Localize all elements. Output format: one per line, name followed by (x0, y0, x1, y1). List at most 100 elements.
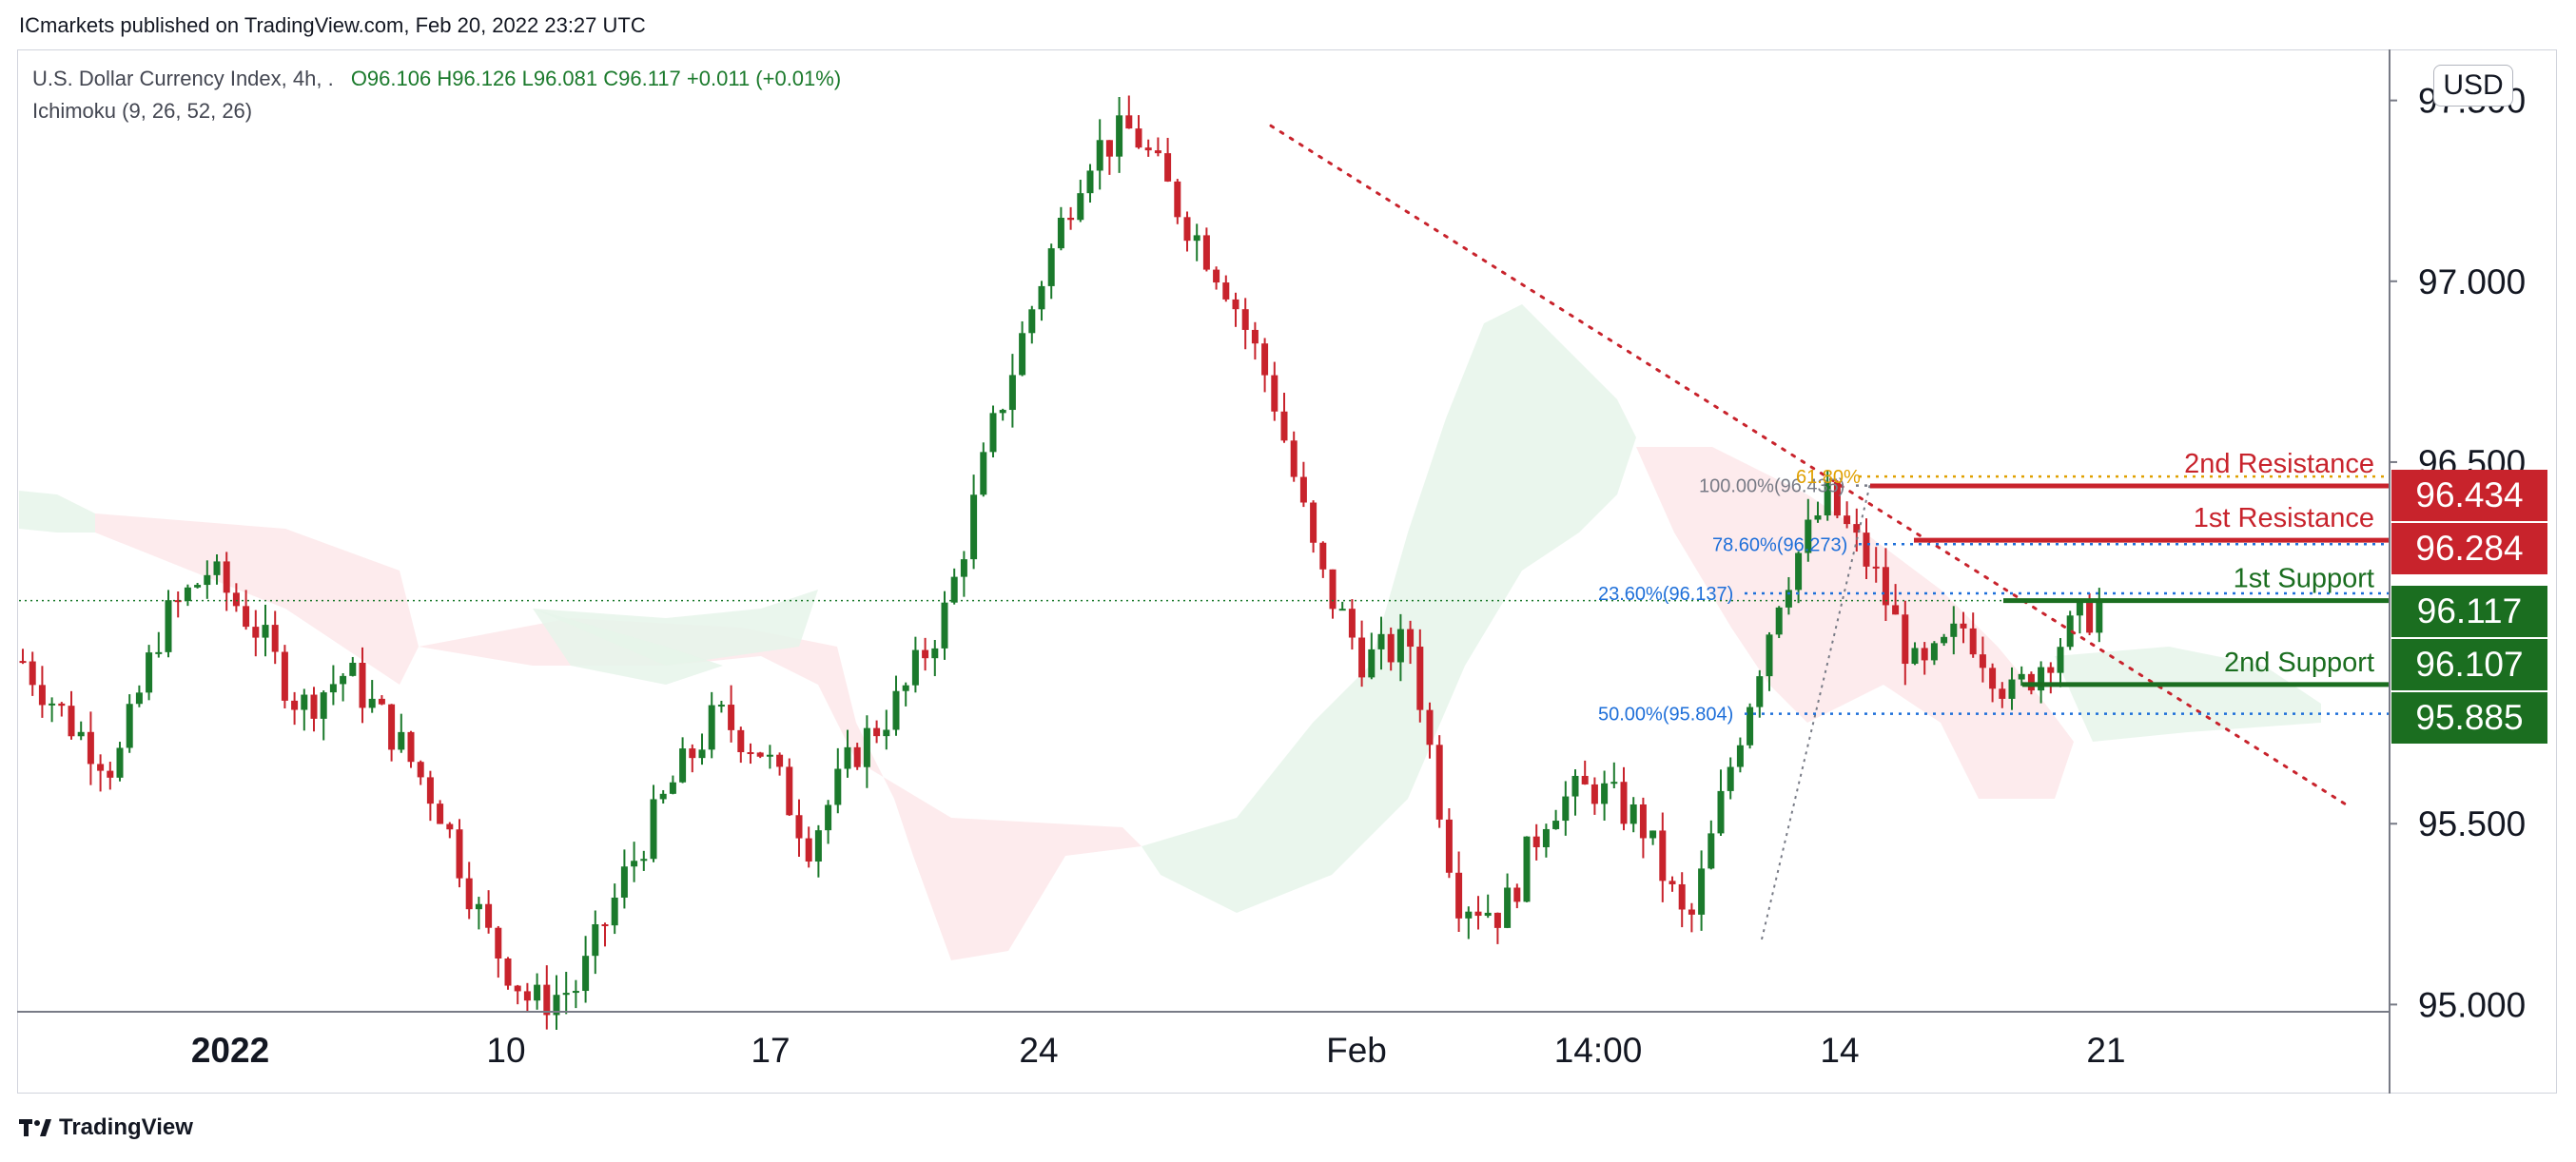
level-name-3: 2nd Support (2224, 648, 2374, 678)
cloud-area-0 (19, 491, 95, 533)
candle-body (1213, 269, 1220, 283)
candle-body (1445, 819, 1453, 873)
candle-body (271, 625, 279, 652)
candle-body (1552, 821, 1560, 829)
y-tick-label-3: 95.500 (2418, 804, 2526, 843)
candle-body (1930, 643, 1938, 661)
currency-button[interactable]: USD (2433, 65, 2513, 107)
price-label-4: 95.885 (2415, 698, 2523, 737)
candle-body (243, 606, 250, 628)
candle-body (1571, 775, 1579, 797)
candle-body (29, 661, 36, 686)
candle-body (1086, 170, 1094, 194)
candle-body (1038, 285, 1045, 310)
candle-body (1824, 481, 1831, 516)
candle-body (1562, 796, 1570, 822)
candle-body (1795, 552, 1803, 591)
candle-body (232, 592, 240, 607)
candle-body (1251, 329, 1259, 344)
candle-body (717, 705, 725, 707)
candle-body (174, 600, 182, 603)
cloud-area-7 (533, 609, 723, 685)
candle-body (2086, 602, 2094, 633)
candle-body (601, 924, 609, 927)
x-tick-label-7: 21 (2086, 1031, 2125, 1070)
candle-body (262, 625, 269, 638)
publisher-caption: ICmarkets published on TradingView.com, … (19, 13, 646, 37)
candle-body (301, 694, 308, 710)
candle-body (475, 903, 482, 910)
candle-body (592, 924, 599, 957)
candle-body (252, 627, 260, 638)
candle-body (1805, 519, 1812, 553)
candle-body (165, 600, 172, 652)
candle-body (1698, 868, 1706, 915)
candle-body (1872, 566, 1880, 569)
fib-trend (1761, 483, 1871, 940)
candle-body (1202, 235, 1210, 270)
candle-body (1096, 140, 1103, 171)
candle-body (1435, 745, 1443, 820)
candle-body (669, 782, 676, 794)
candle-body (640, 859, 648, 862)
candle-body (1067, 218, 1075, 221)
candle-body (2047, 667, 2055, 673)
candle-body (970, 494, 978, 560)
level-name-0: 2nd Resistance (2184, 449, 2374, 479)
candle-body (1008, 375, 1016, 411)
price-label-0: 96.434 (2415, 475, 2523, 514)
candle-body (1319, 542, 1327, 570)
candle-body (1853, 524, 1861, 533)
price-label-box-1 (2391, 523, 2547, 574)
candle-body (97, 764, 105, 771)
candle-body (1911, 648, 1919, 665)
candle-body (213, 561, 221, 575)
candle-body (543, 984, 551, 1016)
price-label-box-3 (2391, 639, 2547, 690)
candle-body (776, 754, 784, 767)
candle-body (1377, 633, 1385, 649)
candle-body (504, 958, 512, 986)
candle-body (1727, 766, 1734, 791)
candle-body (1669, 881, 1676, 884)
candle-body (689, 748, 696, 759)
candle-body (950, 576, 958, 603)
candle-body (38, 685, 46, 706)
candle-body (2038, 667, 2045, 691)
indicator-legend[interactable]: Ichimoku (9, 26, 52, 26) (32, 99, 253, 123)
candle-body (1863, 533, 1870, 567)
candle-body (1407, 629, 1415, 648)
candle-body (553, 995, 560, 1016)
candle-body (2096, 601, 2103, 633)
candle-body (407, 731, 415, 763)
y-tick-label-1: 97.000 (2418, 262, 2526, 301)
candle-body (77, 731, 85, 737)
candle-body (1717, 790, 1725, 834)
symbol-name[interactable]: U.S. Dollar Currency Index, 4h, . (32, 67, 334, 90)
candle-body (1396, 629, 1404, 663)
candle-body (679, 748, 687, 783)
candle-body (698, 749, 706, 759)
tradingview-footer[interactable]: TradingView (19, 1114, 193, 1141)
tradingview-logo-icon (19, 1119, 51, 1136)
candle-body (1338, 609, 1346, 611)
candle-body (1892, 605, 1900, 615)
candle-body (426, 777, 434, 804)
candle-body (398, 731, 405, 750)
x-tick-label-6: 14 (1820, 1031, 1859, 1070)
candle-body (291, 700, 299, 710)
level-name-2: 1st Support (2234, 564, 2374, 594)
candle-body (1523, 836, 1531, 902)
candle-body (1921, 648, 1928, 661)
candle-body (1416, 647, 1424, 710)
candle-body (1144, 147, 1152, 151)
candle-body (1999, 688, 2006, 699)
candle-body (1271, 375, 1278, 412)
candle-body (1542, 828, 1550, 847)
candle-body (1960, 623, 1967, 629)
candle-body (1590, 784, 1598, 804)
candle-body (1484, 912, 1492, 917)
candle-body (1222, 282, 1230, 300)
level-name-1: 1st Resistance (2194, 503, 2374, 533)
